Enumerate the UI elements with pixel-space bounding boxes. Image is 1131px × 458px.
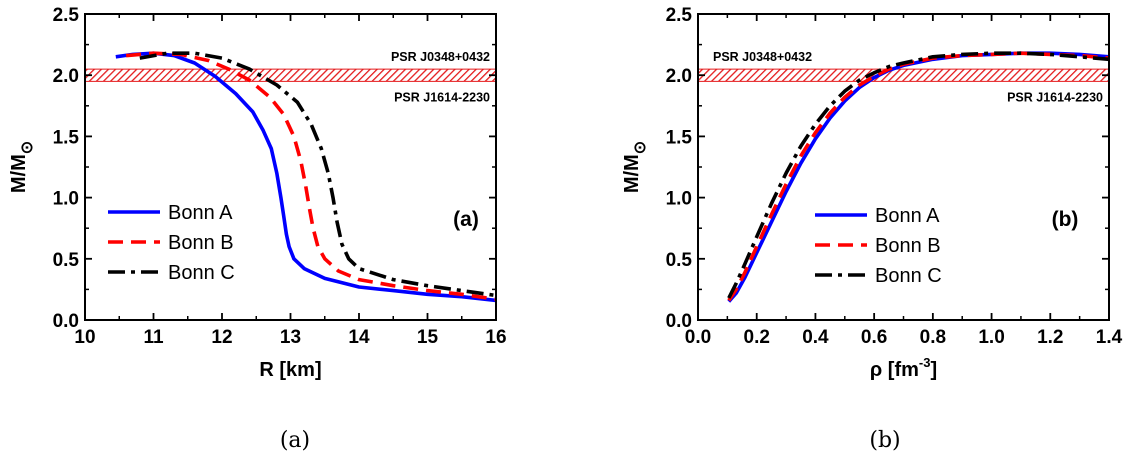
y-axis-title-main: M/M (8, 154, 30, 193)
x-tick-label: 1.2 (1037, 327, 1063, 348)
y-axis-title-main: M/M (621, 154, 643, 193)
series-line-bonn-b (727, 51, 1110, 302)
legend-label: Bonn A (875, 205, 940, 227)
x-tick-label: 15 (417, 327, 439, 348)
x-tick-label: 0.4 (802, 327, 829, 348)
x-tick-label: 0.0 (685, 327, 711, 348)
y-tick-label: 2.0 (53, 66, 79, 87)
psr-label-upper: PSR J0348+0432 (713, 50, 812, 64)
x-tick-label: 0.6 (861, 327, 887, 348)
y-tick-label: 2.0 (666, 66, 692, 87)
psr-mass-band (85, 69, 496, 82)
y-tick-label: 0.0 (666, 311, 692, 332)
y-tick-label: 1.0 (53, 189, 79, 210)
x-axis-title-main: ρ [fm (870, 359, 919, 381)
panel-tag-label: (a) (453, 208, 479, 231)
x-tick-label: 16 (485, 327, 506, 348)
x-axis-title: R [km] (259, 359, 321, 381)
x-tick-label: 0.8 (920, 327, 946, 348)
y-axis-title-sun-symbol: ⊙ (632, 141, 649, 154)
x-tick-label: 13 (280, 327, 301, 348)
y-tick-label: 1.5 (666, 127, 693, 148)
y-tick-label: 2.5 (666, 5, 693, 26)
x-axis-title: ρ [fm-3] (870, 355, 937, 381)
psr-mass-band (698, 69, 1109, 82)
panel-b-chart: PSR J0348+0432 PSR J1614-2230 0.0 0.2 0.4 0.6… (621, 5, 1123, 453)
y-tick-label: 1.0 (666, 189, 692, 210)
series-line-bonn-c (139, 51, 497, 298)
panel-a-chart: PSR J0348+0432 PSR J1614-2230 10 11 12 13 14 15… (8, 5, 507, 453)
series-line-bonn-a (727, 51, 1110, 303)
legend-label: Bonn C (168, 262, 235, 284)
x-tick-label: 10 (74, 327, 95, 348)
psr-label-lower: PSR J1614-2230 (394, 90, 490, 104)
y-tick-label: 0.0 (53, 311, 79, 332)
series-line-bonn-c (727, 51, 1110, 299)
legend-label: Bonn C (875, 265, 942, 287)
y-axis-title: M/M⊙ (621, 141, 649, 193)
x-axis-title-end: ] (930, 359, 937, 381)
x-tick-label: 11 (143, 327, 164, 348)
x-tick-label: 1.0 (978, 327, 1004, 348)
y-tick-label: 0.5 (666, 250, 693, 271)
panel-tag-label: (b) (1052, 208, 1079, 231)
x-tick-label: 12 (211, 327, 232, 348)
psr-label-lower: PSR J1614-2230 (1007, 90, 1103, 104)
y-axis-title: M/M⊙ (8, 141, 36, 193)
y-tick-label: 2.5 (53, 5, 80, 26)
legend-label: Bonn B (168, 232, 234, 254)
x-tick-label: 14 (348, 327, 370, 348)
y-tick-label: 0.5 (53, 250, 80, 271)
series-line-bonn-b (125, 51, 497, 301)
legend-label: Bonn A (168, 202, 233, 224)
x-tick-label: 0.2 (744, 327, 770, 348)
y-tick-label: 1.5 (53, 127, 80, 148)
psr-label-upper: PSR J0348+0432 (391, 50, 490, 64)
legend-label: Bonn B (875, 235, 941, 257)
x-axis-title-superscript: -3 (919, 355, 931, 370)
y-axis-title-sun-symbol: ⊙ (19, 141, 36, 154)
series-line-bonn-a (115, 51, 497, 303)
x-tick-label: 1.4 (1096, 327, 1123, 348)
subfigure-caption: (b) (869, 428, 900, 453)
subfigure-caption: (a) (280, 428, 310, 453)
